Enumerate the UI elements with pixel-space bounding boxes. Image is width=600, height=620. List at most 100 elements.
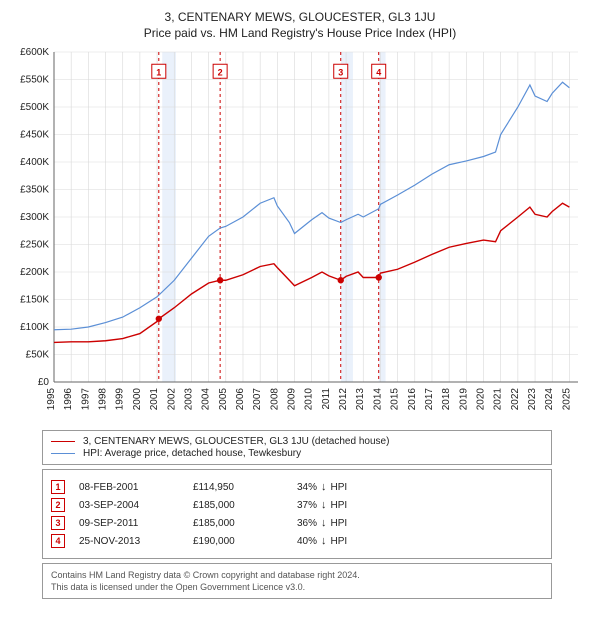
event-marker-number: 1	[156, 67, 161, 77]
x-axis-label: 2019	[458, 388, 469, 411]
x-axis-label: 2008	[269, 388, 280, 411]
x-axis-label: 2022	[510, 388, 521, 411]
legend-label: 3, CENTENARY MEWS, GLOUCESTER, GL3 1JU (…	[83, 436, 389, 447]
event-delta-pct: 37%	[297, 500, 317, 511]
legend-row: 3, CENTENARY MEWS, GLOUCESTER, GL3 1JU (…	[51, 436, 543, 447]
y-axis-label: £500K	[20, 102, 49, 113]
legend-label: HPI: Average price, detached house, Tewk…	[83, 448, 301, 459]
title-line-1: 3, CENTENARY MEWS, GLOUCESTER, GL3 1JU	[8, 10, 592, 24]
y-axis-label: £450K	[20, 130, 49, 141]
x-axis-label: 1996	[63, 388, 74, 411]
event-delta-suffix: HPI	[331, 536, 348, 547]
x-axis-label: 2015	[390, 388, 401, 411]
event-delta-pct: 36%	[297, 518, 317, 529]
x-axis-label: 2009	[287, 388, 298, 411]
event-marker: 2	[51, 498, 65, 512]
x-axis-label: 2003	[183, 388, 194, 411]
event-row: 1 08-FEB-2001 £114,950 34% ↓ HPI	[51, 480, 543, 494]
y-axis-label: £550K	[20, 75, 49, 86]
footer: Contains HM Land Registry data © Crown c…	[42, 563, 552, 599]
x-axis-label: 2025	[561, 388, 572, 411]
y-axis-label: £0	[38, 377, 50, 388]
x-axis-label: 2000	[132, 388, 143, 411]
legend-swatch	[51, 441, 75, 442]
event-delta: 40% ↓ HPI	[297, 535, 347, 547]
event-row: 3 09-SEP-2011 £185,000 36% ↓ HPI	[51, 516, 543, 530]
down-arrow-icon: ↓	[321, 499, 327, 511]
chart: £0 £50K £100K £150K £200K £250K £300K £350K £400…	[8, 44, 592, 424]
x-axis-label: 1995	[46, 388, 57, 411]
title-line-2: Price paid vs. HM Land Registry's House …	[8, 26, 592, 40]
legend-swatch	[51, 453, 75, 454]
x-axis-label: 2023	[527, 388, 538, 411]
legend-row: HPI: Average price, detached house, Tewk…	[51, 448, 543, 459]
events-table: 1 08-FEB-2001 £114,950 34% ↓ HPI 2 03-SEP-2004 £…	[42, 469, 552, 559]
x-axis-label: 2002	[166, 388, 177, 411]
legend: 3, CENTENARY MEWS, GLOUCESTER, GL3 1JU (…	[42, 430, 552, 465]
x-axis-label: 2011	[321, 388, 332, 410]
event-row: 2 03-SEP-2004 £185,000 37% ↓ HPI	[51, 498, 543, 512]
footer-line-2: This data is licensed under the Open Gov…	[51, 581, 543, 593]
event-marker-number: 3	[338, 67, 343, 77]
x-axis-label: 2012	[338, 388, 349, 411]
y-axis-label: £150K	[20, 295, 49, 306]
event-delta: 37% ↓ HPI	[297, 499, 347, 511]
event-date: 25-NOV-2013	[79, 536, 179, 547]
event-delta-suffix: HPI	[331, 500, 348, 511]
x-axis-label: 2024	[544, 388, 555, 411]
x-axis-label: 2018	[441, 388, 452, 411]
sale-dot	[338, 277, 344, 283]
x-axis-label: 2016	[407, 388, 418, 411]
event-row: 4 25-NOV-2013 £190,000 40% ↓ HPI	[51, 534, 543, 548]
x-axis-label: 2006	[235, 388, 246, 411]
x-axis-label: 2020	[476, 388, 487, 411]
x-axis-label: 2007	[252, 388, 263, 411]
event-marker-number: 4	[376, 67, 381, 77]
y-axis-label: £50K	[26, 350, 50, 361]
down-arrow-icon: ↓	[321, 481, 327, 493]
x-axis-label: 2010	[304, 388, 315, 411]
sale-dot	[376, 274, 382, 280]
event-date: 08-FEB-2001	[79, 482, 179, 493]
event-price: £185,000	[193, 518, 283, 529]
y-axis-label: £200K	[20, 267, 49, 278]
x-axis-label: 1998	[98, 388, 109, 411]
event-delta-suffix: HPI	[331, 482, 348, 493]
event-price: £114,950	[193, 482, 283, 493]
event-delta-suffix: HPI	[331, 518, 348, 529]
event-delta: 36% ↓ HPI	[297, 517, 347, 529]
y-axis-label: £350K	[20, 185, 49, 196]
x-axis-label: 2014	[372, 388, 383, 411]
y-axis-label: £400K	[20, 157, 49, 168]
event-marker: 4	[51, 534, 65, 548]
event-date: 03-SEP-2004	[79, 500, 179, 511]
event-marker: 3	[51, 516, 65, 530]
y-axis-label: £300K	[20, 212, 49, 223]
event-delta-pct: 34%	[297, 482, 317, 493]
x-axis-label: 1999	[115, 388, 126, 411]
chart-svg: £0 £50K £100K £150K £200K £250K £300K £350K £400…	[8, 44, 592, 424]
event-price: £190,000	[193, 536, 283, 547]
x-axis-label: 2017	[424, 388, 435, 411]
event-marker: 1	[51, 480, 65, 494]
footer-line-1: Contains HM Land Registry data © Crown c…	[51, 569, 543, 581]
event-date: 09-SEP-2011	[79, 518, 179, 529]
x-axis-label: 2004	[201, 388, 212, 411]
x-axis-label: 2021	[493, 388, 504, 411]
y-axis-label: £250K	[20, 240, 49, 251]
sale-dot	[156, 316, 162, 322]
sale-dot	[217, 277, 223, 283]
x-axis-label: 2001	[149, 388, 160, 411]
event-delta-pct: 40%	[297, 536, 317, 547]
down-arrow-icon: ↓	[321, 535, 327, 547]
event-price: £185,000	[193, 500, 283, 511]
event-delta: 34% ↓ HPI	[297, 481, 347, 493]
y-axis-label: £100K	[20, 322, 49, 333]
y-axis-label: £600K	[20, 47, 49, 58]
x-axis-label: 2013	[355, 388, 366, 411]
x-axis-label: 2005	[218, 388, 229, 411]
down-arrow-icon: ↓	[321, 517, 327, 529]
x-axis-label: 1997	[80, 388, 91, 411]
chart-titles: 3, CENTENARY MEWS, GLOUCESTER, GL3 1JU P…	[8, 10, 592, 40]
event-marker-number: 2	[218, 67, 223, 77]
